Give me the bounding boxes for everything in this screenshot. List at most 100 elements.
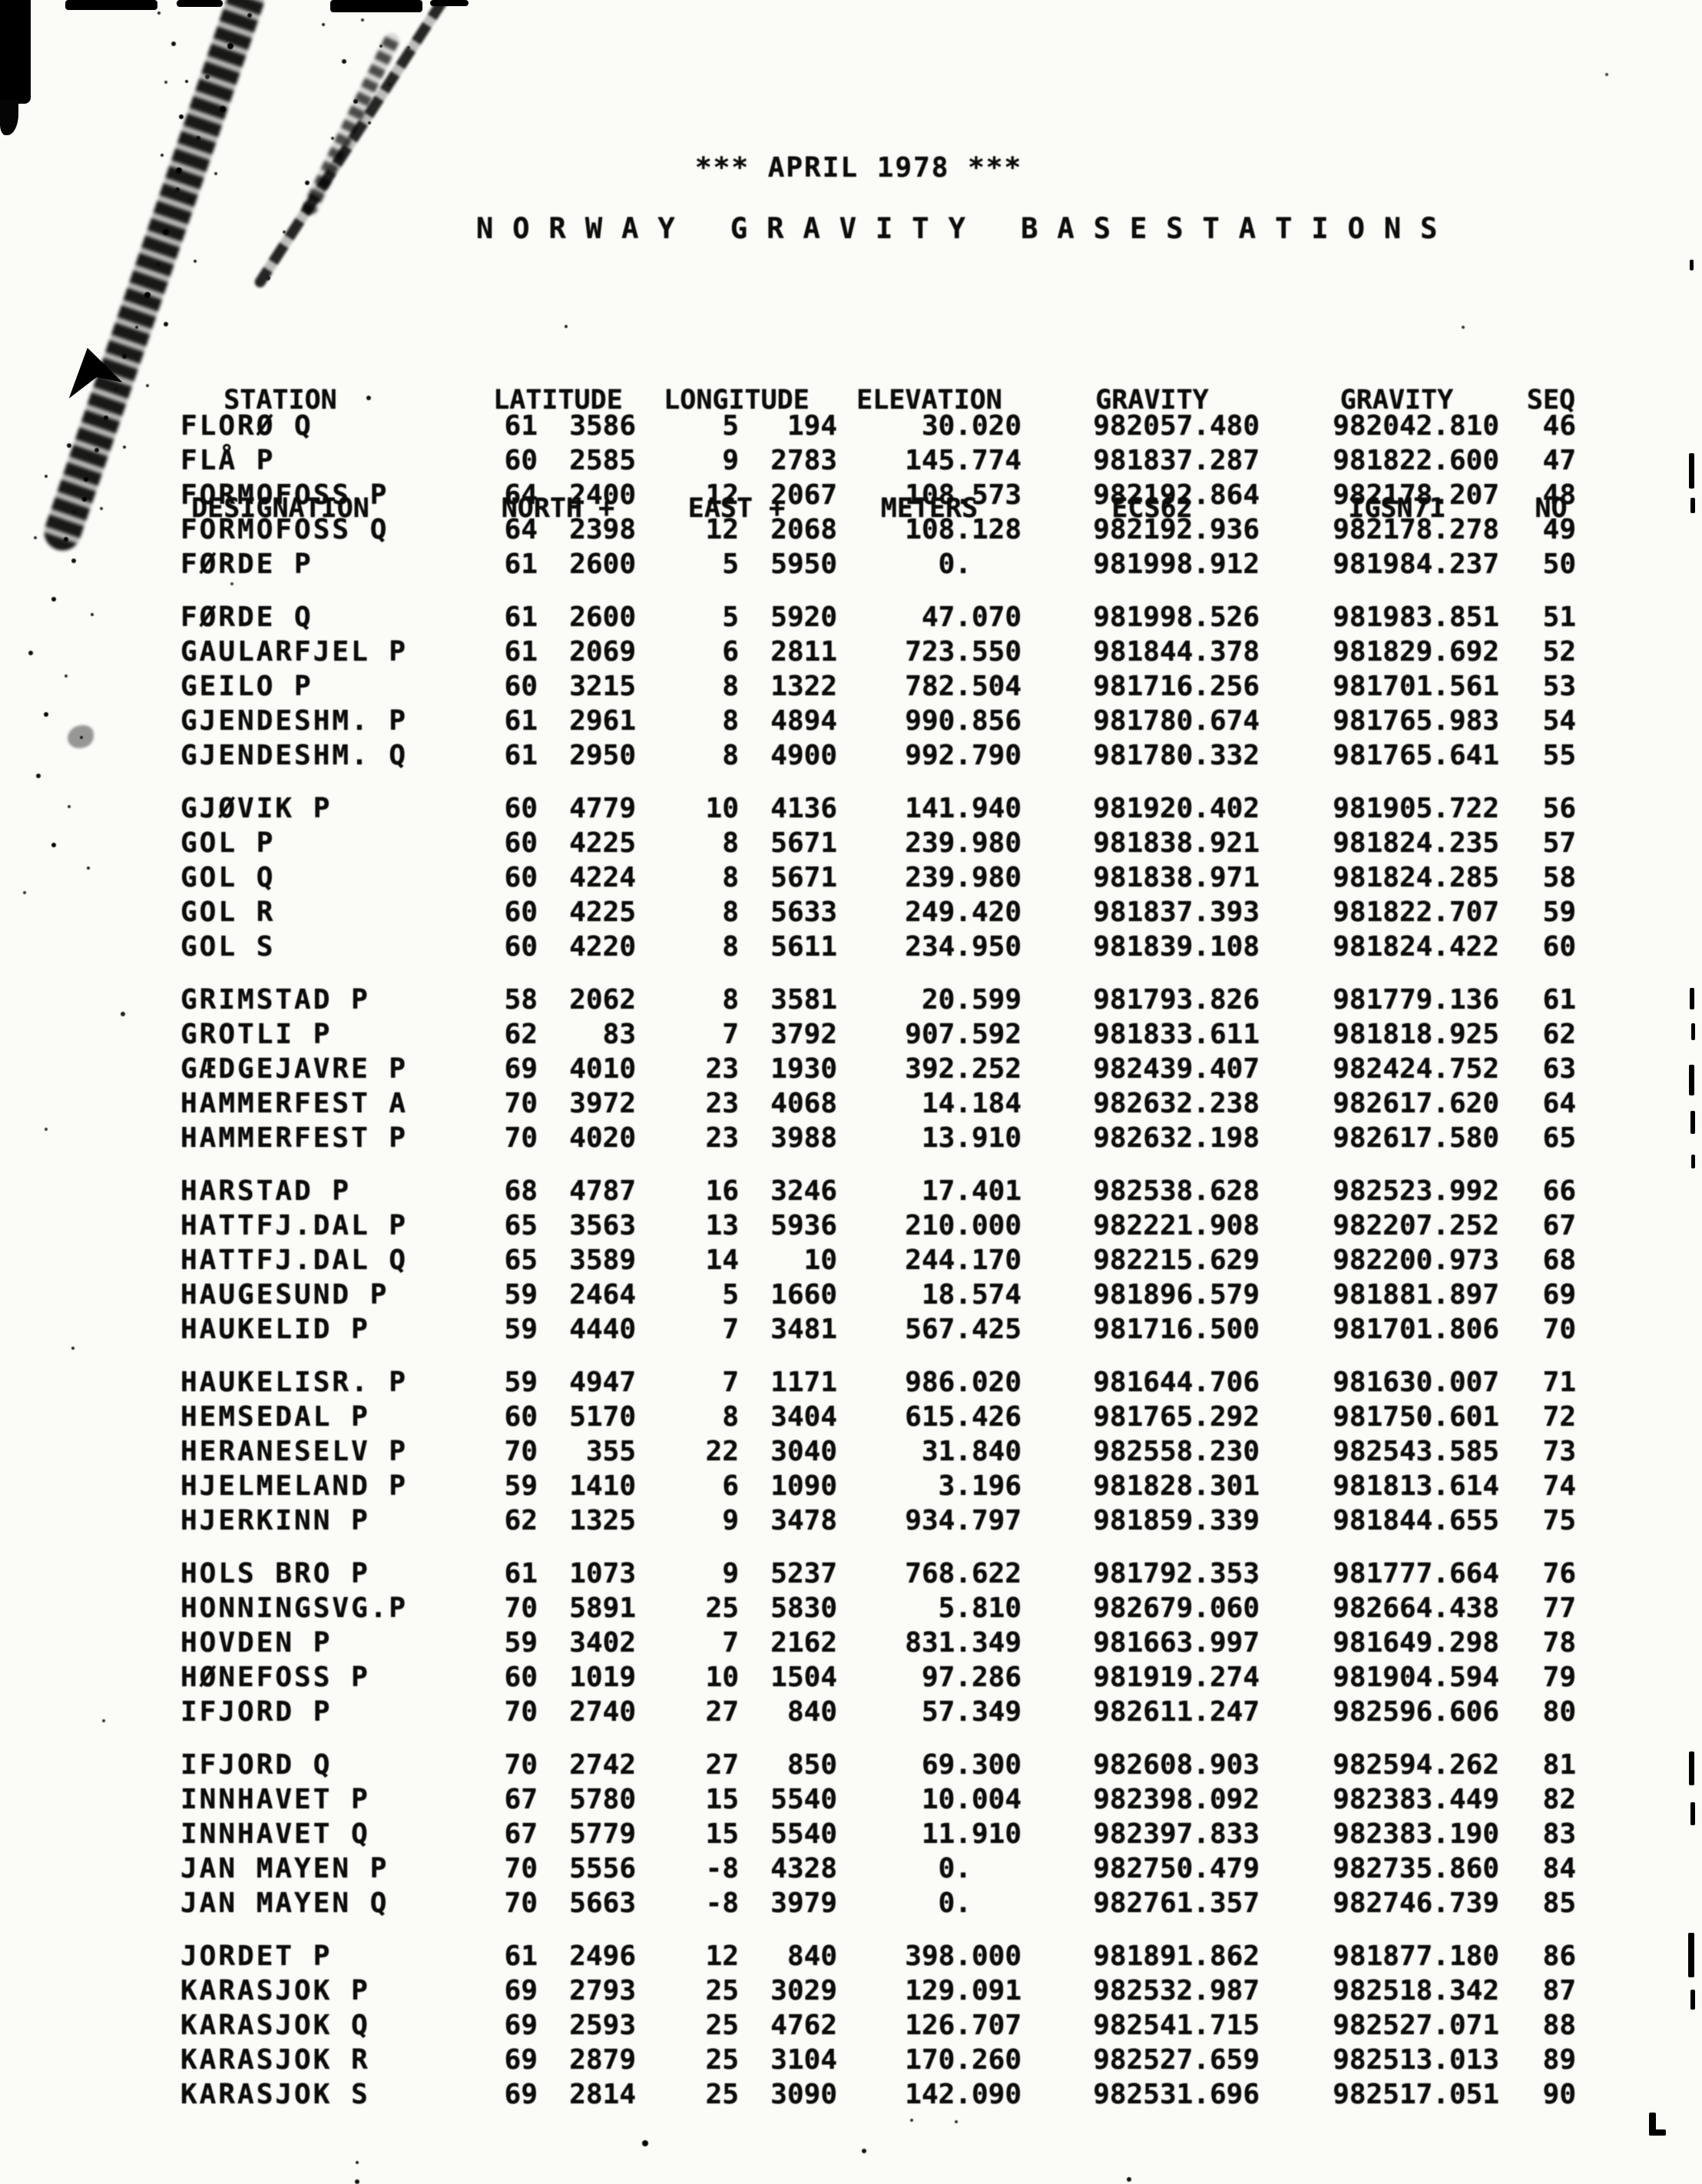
cell-longitude-degrees: 8 [722, 827, 739, 859]
table-row: FORMOFOSS Q 64 2398 12 2068 108.128 9821… [180, 512, 1576, 547]
cell-latitude-minutes: 2950 [569, 740, 636, 771]
table-row: HJERKINN P 62 1325 9 3478 934.797 981859… [180, 1503, 1576, 1538]
cell-station: HONNINGSVG.P [180, 1592, 409, 1624]
cell-longitude-degrees: 27 [705, 1696, 739, 1728]
cell-latitude-degrees: 69 [504, 1975, 538, 2007]
cell-elevation: 249.420 [888, 896, 1022, 928]
scan-edge-tick [1690, 1802, 1695, 1825]
cell-longitude-degrees: 5 [722, 410, 739, 442]
cell-gravity-ecs62: 981891.862 [1093, 1940, 1260, 1972]
cell-longitude-minutes: 1930 [770, 1053, 837, 1085]
cell-latitude-minutes: 2398 [569, 514, 636, 545]
cell-longitude-degrees: 8 [722, 931, 739, 963]
cell-longitude-minutes: 3040 [770, 1436, 837, 1467]
cell-elevation: 31.840 [888, 1436, 1022, 1467]
cell-latitude-minutes: 5779 [569, 1818, 636, 1850]
cell-longitude-degrees: 25 [705, 2010, 739, 2041]
table-row: GÆDGEJAVRE P 69 4010 23 1930 392.252 982… [180, 1052, 1576, 1086]
cell-elevation: 0. [888, 1887, 1022, 1919]
column-header-station: STATION DESIGNATION [180, 310, 480, 599]
cell-gravity-igsn71: 981844.655 [1333, 1505, 1499, 1536]
cell-latitude-minutes: 83 [602, 1019, 636, 1050]
cell-station: HARSTAD P [180, 1175, 352, 1207]
scan-top-smudge [177, 0, 223, 7]
cell-longitude-degrees: 22 [705, 1436, 739, 1467]
cell-station: FØRDE Q [180, 602, 313, 633]
cell-elevation: 907.592 [888, 1019, 1022, 1050]
cell-seq-no: 73 [1542, 1436, 1576, 1467]
cell-latitude-minutes: 3589 [569, 1244, 636, 1276]
cell-latitude-minutes: 4787 [569, 1175, 636, 1207]
cell-gravity-ecs62: 981837.287 [1093, 445, 1260, 476]
cell-gravity-igsn71: 982518.342 [1333, 1975, 1499, 2007]
header-line: LATITUDE [493, 385, 623, 416]
cell-longitude-degrees: -8 [705, 1853, 739, 1884]
cell-elevation: 18.574 [888, 1279, 1022, 1311]
cell-longitude-minutes: 194 [786, 410, 837, 442]
cell-seq-no: 85 [1542, 1887, 1576, 1919]
table-row: FORMOFOSS P 64 2400 12 2067 108.573 9821… [180, 478, 1576, 512]
cell-station: GÆDGEJAVRE P [180, 1053, 409, 1085]
cell-elevation: 69.300 [888, 1749, 1022, 1781]
cell-seq-no: 53 [1542, 671, 1576, 702]
cell-longitude-degrees: 9 [722, 445, 739, 476]
column-header-latitude: LATITUDE NORTH + [480, 310, 636, 599]
cell-gravity-ecs62: 981716.500 [1093, 1314, 1260, 1345]
cell-latitude-degrees: 60 [504, 445, 538, 476]
cell-elevation: 567.425 [888, 1314, 1022, 1345]
cell-gravity-igsn71: 981750.601 [1333, 1401, 1499, 1433]
cell-elevation: 5.810 [888, 1592, 1022, 1624]
cell-station: HOVDEN P [180, 1627, 333, 1659]
cell-station: FLORØ Q [180, 410, 313, 442]
cell-latitude-degrees: 69 [504, 1053, 538, 1085]
cell-gravity-igsn71: 982383.449 [1333, 1784, 1499, 1815]
cell-elevation: 3.196 [888, 1470, 1022, 1502]
page-title: NORWAY GRAVITY BASESTATIONS [476, 212, 1457, 245]
cell-longitude-minutes: 2162 [770, 1627, 837, 1659]
cell-elevation: 934.797 [888, 1505, 1022, 1536]
cell-longitude-minutes: 10 [803, 1244, 837, 1276]
cell-elevation: 239.980 [888, 862, 1022, 893]
cell-station: HEMSEDAL P [180, 1401, 370, 1433]
cell-station: HAUGESUND P [180, 1279, 389, 1311]
header-line: NORTH + [501, 493, 615, 524]
cell-gravity-igsn71: 981829.692 [1333, 636, 1499, 668]
cell-seq-no: 75 [1542, 1505, 1576, 1536]
scan-corner-mark [0, 0, 31, 104]
cell-seq-no: 51 [1542, 602, 1576, 633]
cell-elevation: 398.000 [888, 1940, 1022, 1972]
cell-station: IFJORD P [180, 1696, 333, 1728]
table-row: KARASJOK Q 69 2593 25 4762 126.707 98254… [180, 2008, 1576, 2043]
cell-station: GAULARFJEL P [180, 636, 409, 668]
cell-latitude-degrees: 61 [504, 602, 538, 633]
table-row: IFJORD Q 70 2742 27 850 69.300 982608.90… [180, 1748, 1576, 1782]
cell-station: GJENDESHM. Q [180, 740, 409, 771]
cell-longitude-minutes: 1322 [770, 671, 837, 702]
header-line: GRAVITY [1095, 385, 1209, 416]
cell-elevation: 239.980 [888, 827, 1022, 859]
table-row: IFJORD P 70 2740 27 840 57.349 982611.24… [180, 1695, 1576, 1729]
cell-gravity-igsn71: 982513.013 [1333, 2044, 1499, 2076]
cell-longitude-minutes: 840 [786, 1696, 837, 1728]
cell-gravity-igsn71: 981701.806 [1333, 1314, 1499, 1345]
cell-seq-no: 69 [1542, 1279, 1576, 1311]
cell-station: GJØVIK P [180, 793, 333, 824]
header-line: METERS [880, 493, 978, 524]
cell-seq-no: 82 [1542, 1784, 1576, 1815]
cell-longitude-degrees: 7 [722, 1367, 739, 1398]
cell-longitude-minutes: 3090 [770, 2079, 837, 2110]
table-row: HAMMERFEST P 70 4020 23 3988 13.910 9826… [180, 1121, 1576, 1155]
cell-elevation: 986.020 [888, 1367, 1022, 1398]
cell-seq-no: 66 [1542, 1175, 1576, 1207]
cell-gravity-ecs62: 981793.826 [1093, 984, 1260, 1016]
cell-latitude-degrees: 65 [504, 1210, 538, 1241]
cell-latitude-degrees: 61 [504, 705, 538, 737]
cell-longitude-degrees: 8 [722, 705, 739, 737]
cell-longitude-minutes: 3246 [770, 1175, 837, 1207]
cell-latitude-minutes: 2814 [569, 2079, 636, 2110]
cell-station: GROTLI P [180, 1019, 333, 1050]
table-row: KARASJOK P 69 2793 25 3029 129.091 98253… [180, 1974, 1576, 2008]
cell-gravity-ecs62: 981780.674 [1093, 705, 1260, 737]
cell-seq-no: 81 [1542, 1749, 1576, 1781]
cell-gravity-igsn71: 982523.992 [1333, 1175, 1499, 1207]
